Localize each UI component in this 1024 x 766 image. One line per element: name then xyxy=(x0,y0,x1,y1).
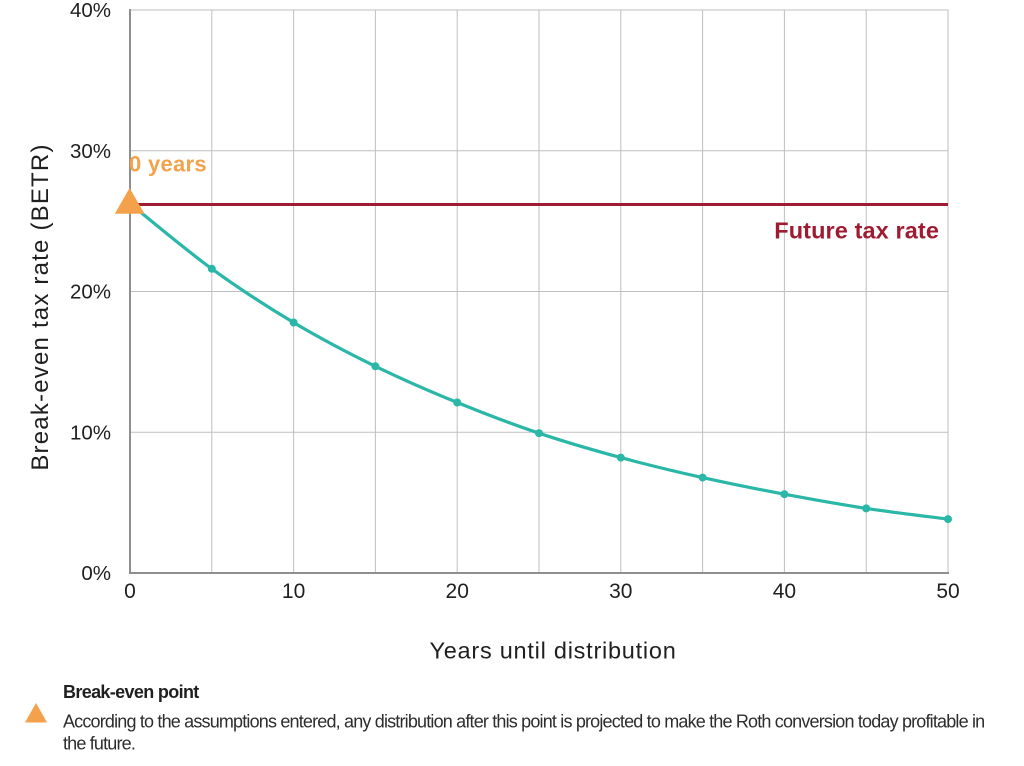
svg-text:Break-even point: Break-even point xyxy=(63,682,199,702)
svg-text:Break-even tax rate (BETR): Break-even tax rate (BETR) xyxy=(27,143,54,470)
svg-text:Future tax rate: Future tax rate xyxy=(774,217,939,243)
svg-text:Years until distribution: Years until distribution xyxy=(429,638,676,664)
svg-text:the future.: the future. xyxy=(63,734,135,754)
svg-text:0 years: 0 years xyxy=(129,151,207,176)
svg-text:50: 50 xyxy=(936,580,959,603)
svg-text:40: 40 xyxy=(773,580,796,603)
svg-text:0: 0 xyxy=(124,580,136,603)
svg-text:30: 30 xyxy=(609,580,632,603)
svg-text:30%: 30% xyxy=(70,140,111,163)
svg-text:0%: 0% xyxy=(81,562,111,585)
svg-text:20%: 20% xyxy=(70,281,111,304)
svg-text:40%: 40% xyxy=(70,0,111,22)
svg-text:According to the assumptions e: According to the assumptions entered, an… xyxy=(63,711,984,731)
svg-text:10%: 10% xyxy=(70,421,111,444)
svg-text:20: 20 xyxy=(446,580,469,603)
svg-text:10: 10 xyxy=(282,580,305,603)
